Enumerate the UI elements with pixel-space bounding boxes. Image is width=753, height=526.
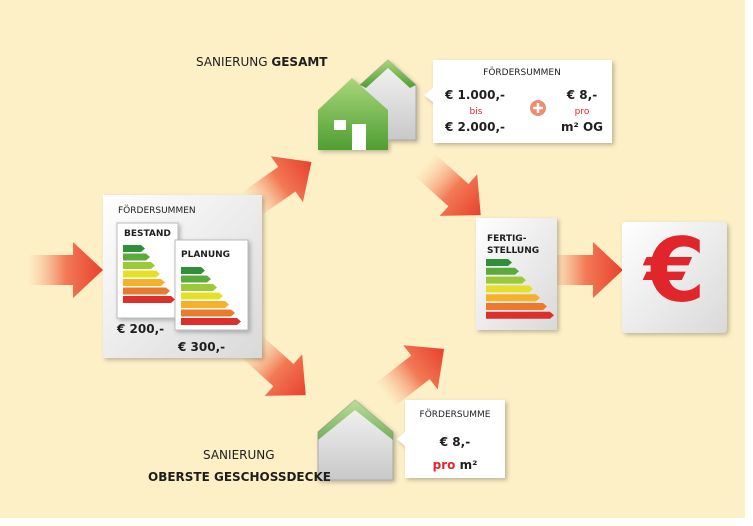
callout-title: FÖRDERSUMMEN [483,67,561,78]
per-word: pro [575,107,590,117]
amount-from: € 1.000,- [444,88,505,102]
energy-bar [486,294,540,301]
completion-label: STELLUNG [487,246,539,256]
energy-bar [181,284,217,291]
top-label: SANIERUNG GESAMT [196,55,328,69]
connector: bis [470,107,483,117]
card-amount: € 300,- [177,340,225,354]
per-unit: m² OG [561,120,603,134]
energy-bar [123,245,145,252]
energy-bar [486,303,547,310]
euro-icon: € [642,219,705,322]
window [334,120,346,130]
energy-bar [181,310,235,317]
energy-bar [486,285,533,292]
energy-bar [486,259,512,266]
energy-bar [123,271,160,278]
energy-bar [123,279,165,286]
bottom-label: SANIERUNG [203,448,275,462]
card-amount: € 200,- [116,322,164,336]
box-title: FÖRDERSUMMEN [118,205,196,216]
card-label: PLANUNG [181,250,230,260]
label-prefix: SANIERUNG [196,55,268,69]
bottom-label-bold: OBERSTE GESCHOSSDECKE [148,470,331,484]
energy-bar [123,254,150,261]
diagram: SANIERUNG GESAMT FÖRDERSUMMEN € 1.000,- … [0,0,753,526]
energy-bar [486,312,554,319]
amount-to: € 2.000,- [444,120,505,134]
card-label: BESTAND [124,229,171,239]
per-amount: € 8,- [566,88,597,102]
energy-bar [486,268,519,275]
energy-bar [123,288,170,295]
callout-title: FÖRDERSUMME [420,409,491,420]
amount: € 8,- [439,435,470,449]
energy-bar [181,301,229,308]
label-bold: GESAMT [271,55,328,69]
completion-label: FERTIG- [487,234,527,244]
energy-bar [181,276,211,283]
per-unit: m² [460,458,478,472]
energy-bar [123,296,175,303]
door [352,124,366,150]
per-word: pro [433,458,456,472]
energy-bar [181,318,241,325]
per-line: pro m² [433,458,478,472]
energy-bar [486,277,526,284]
plus-icon [529,99,547,117]
energy-bar [123,262,155,269]
energy-bar [181,293,223,300]
energy-bar [181,267,205,274]
